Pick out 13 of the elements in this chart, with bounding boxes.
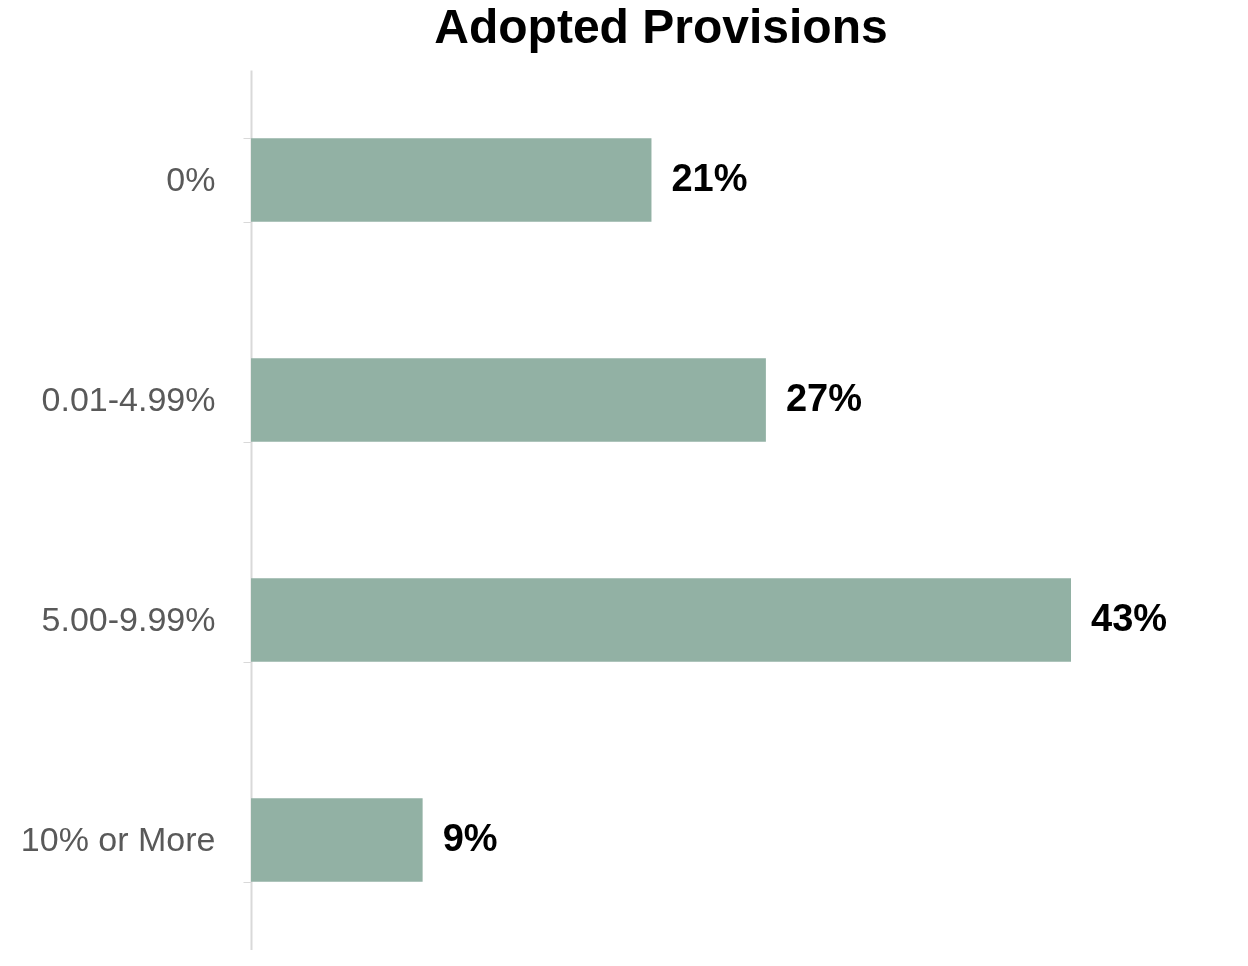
bar [251,138,652,222]
data-label: 43% [1091,597,1168,639]
data-label: 27% [785,377,862,419]
bar [251,578,1071,662]
bar [251,358,766,442]
y-tick-label: 10% or More [20,819,216,858]
y-tick-label: 5.00-9.99% [41,599,216,638]
y-tick-label: 0% [166,159,216,198]
y-tick-label: 0.01-4.99% [41,379,216,418]
data-label: 21% [671,157,748,199]
bar [251,798,423,882]
data-label: 9% [442,817,498,859]
chart-title: Adopted Provisions [434,0,888,53]
